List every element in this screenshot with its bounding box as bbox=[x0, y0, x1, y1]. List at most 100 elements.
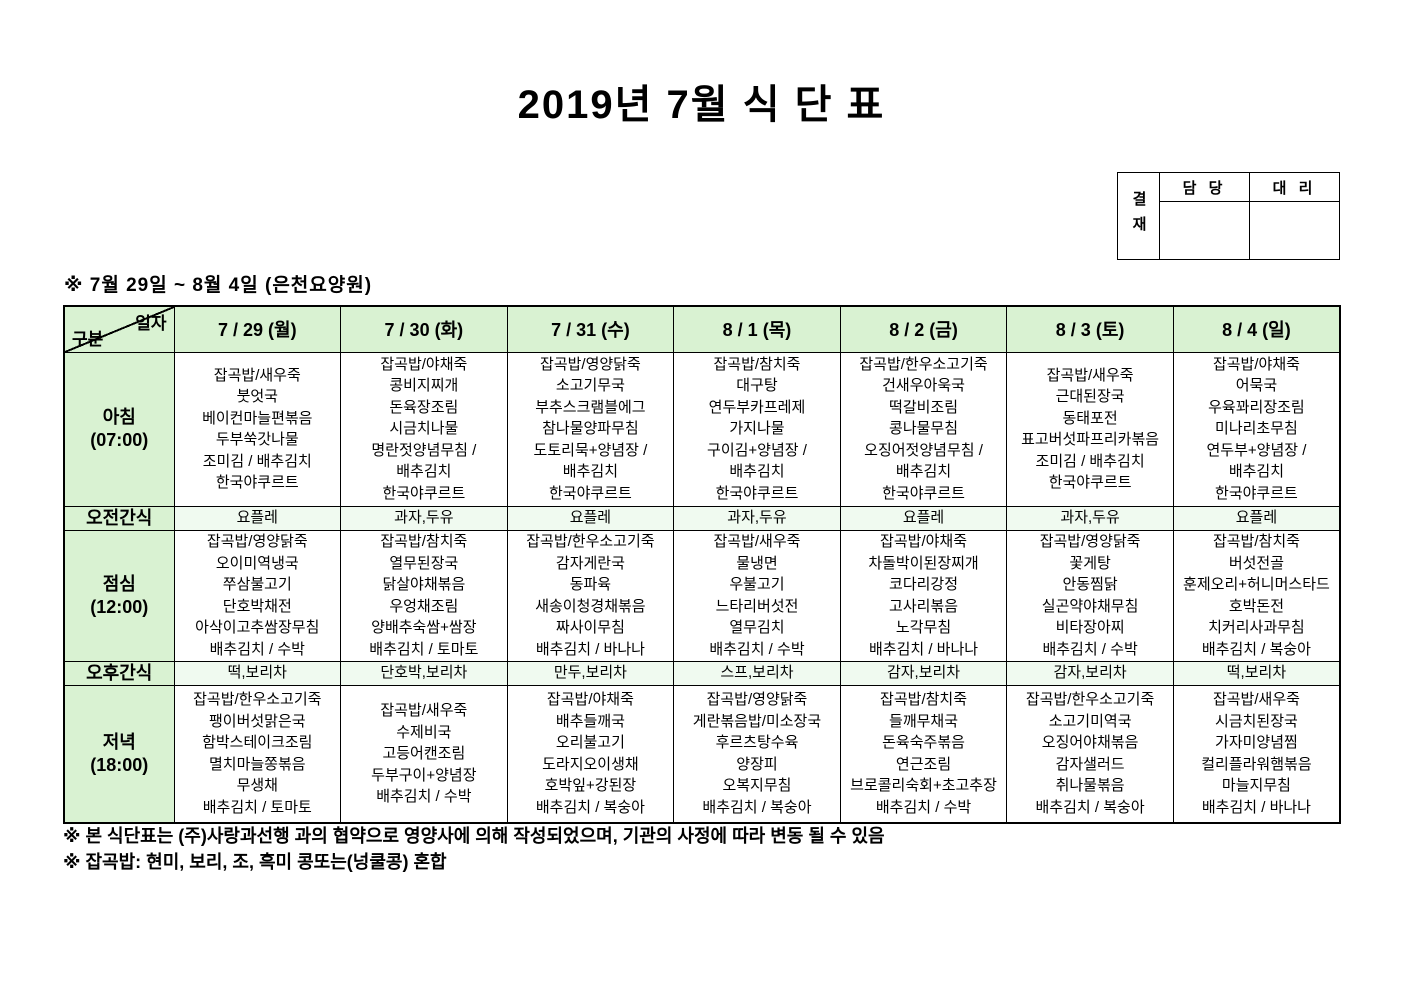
menu-item: 붓엇국 bbox=[236, 388, 278, 405]
snack-row-snack-pm: 오후간식 떡,보리차 단호박,보리차 만두,보리차 스프,보리차 감자,보리차 감자,보리차… bbox=[63, 660, 1341, 686]
menu-item: 잡곡밥/영양닭죽 bbox=[1039, 533, 1141, 550]
menu-item: 컬리플라워햄볶음 bbox=[1201, 755, 1312, 773]
menu-item: 잡곡밥/새우죽 bbox=[1046, 366, 1134, 384]
menu-item: 배추김치 bbox=[562, 463, 618, 481]
approval-column-daeri: 대 리 bbox=[1249, 172, 1340, 202]
row-label-text: 저녁 bbox=[102, 731, 136, 752]
menu-item: 배추김치 / 수박 bbox=[376, 788, 472, 805]
menu-item: 노각무침 bbox=[895, 619, 952, 636]
menu-cell: 잡곡밥/야채죽 차돌박이된장찌개 코다리강정 고사리볶음 노각무침 배추김치 / 바나나 bbox=[839, 529, 1008, 662]
menu-item: 단호박채전 bbox=[222, 597, 292, 615]
menu-item: 배추김치 bbox=[895, 463, 952, 481]
menu-item: 배추김치 / 바나나 bbox=[868, 640, 979, 658]
menu-item: 한국야쿠르트 bbox=[215, 474, 299, 491]
menu-item: 조미김 / 배추김치 bbox=[202, 452, 312, 470]
menu-item: 콩나물무침 bbox=[889, 420, 959, 438]
menu-item: 잡곡밥/영양닭죽 bbox=[706, 691, 808, 709]
menu-item: 수제비국 bbox=[396, 723, 452, 741]
menu-item: 잡곡밥/야채죽 bbox=[1212, 355, 1300, 373]
meal-row-breakfast: 아침 (07:00) 잡곡밥/새우죽 붓엇국 베이컨마늘편볶음 두부쑥갓나물 조미김 / 배… bbox=[63, 351, 1341, 507]
row-label-text: 아침 bbox=[102, 407, 136, 427]
menu-item: 가지나물 bbox=[729, 420, 785, 438]
row-label-lunch: 점심 (12:00) bbox=[63, 529, 175, 662]
menu-item: 시금치된장국 bbox=[1215, 712, 1298, 730]
menu-cell: 잡곡밥/한우소고기죽 건새우아욱국 떡갈비조림 콩나물무침 오징어젓양념무침 / 배추김치… bbox=[839, 351, 1008, 507]
menu-item: 고사리볶음 bbox=[889, 597, 959, 615]
footer-notes: ※ 본 식단표는 (주)사랑과선행 과의 협약으로 영양사에 의해 작성되었으며… bbox=[63, 823, 885, 875]
corner-cell: 일자 구분 bbox=[63, 305, 175, 353]
menu-cell: 잡곡밥/야채죽 배추들깨국 오리불고기 도라지오이생채 호박잎+강된장 배추김치 / 복숭… bbox=[506, 684, 675, 824]
menu-item: 짜사이무침 bbox=[555, 619, 625, 636]
snack-cell: 떡,보리차 bbox=[1172, 660, 1341, 686]
approval-stamp-label: 결재 bbox=[1117, 172, 1160, 260]
menu-cell: 잡곡밥/새우죽 근대된장국 동태포전 표고버섯파프리카볶음 조미김 / 배추김치 한국야쿠… bbox=[1006, 351, 1174, 507]
menu-item: 아삭이고추쌈장무침 bbox=[195, 619, 320, 636]
snack-cell: 떡,보리차 bbox=[173, 660, 342, 686]
menu-item: 새송이청경채볶음 bbox=[535, 597, 646, 615]
menu-cell: 잡곡밥/영양닭죽 오이미역냉국 쭈삼불고기 단호박채전 아삭이고추쌈장무침 배추김치 / … bbox=[173, 529, 342, 662]
menu-item: 배추김치 / 토마토 bbox=[369, 640, 479, 658]
menu-item: 잡곡밥/새우죽 bbox=[713, 533, 801, 550]
menu-item: 팽이버섯맑은국 bbox=[208, 712, 306, 730]
row-label-dinner: 저녁 (18:00) bbox=[63, 684, 175, 824]
menu-item: 어묵국 bbox=[1235, 377, 1278, 395]
menu-item: 안동찜닭 bbox=[1062, 576, 1118, 593]
snack-cell: 과자,두유 bbox=[673, 505, 841, 531]
menu-item: 우불고기 bbox=[729, 576, 785, 593]
snack-cell: 과자,두유 bbox=[1006, 505, 1174, 531]
row-label-text: (07:00) bbox=[90, 430, 149, 450]
menu-item: 배추김치 / 복숭아 bbox=[702, 798, 812, 816]
menu-item: 연근조림 bbox=[895, 755, 952, 773]
menu-item: 열무김치 bbox=[729, 619, 785, 636]
menu-item: 잡곡밥/참치죽 bbox=[1212, 533, 1300, 550]
menu-item: 잡곡밥/한우소고기죽 bbox=[193, 691, 322, 709]
menu-item: 배추들깨국 bbox=[555, 712, 625, 730]
table-header-row: 일자 구분 7 / 29 (월) 7 / 30 (화) 7 / 31 (수) 8… bbox=[63, 305, 1341, 353]
menu-item: 쭈삼불고기 bbox=[222, 576, 292, 593]
approval-table: 결재 담 당 대 리 bbox=[1117, 172, 1340, 260]
menu-item: 배추김치 / 바나나 bbox=[1201, 798, 1311, 816]
snack-cell: 요플레 bbox=[839, 505, 1008, 531]
menu-item: 배추김치 / 토마토 bbox=[202, 798, 312, 816]
menu-item: 배추김치 / 복숭아 bbox=[535, 798, 645, 816]
menu-item: 꽃게탕 bbox=[1069, 554, 1111, 572]
menu-item: 건새우아욱국 bbox=[882, 377, 965, 395]
menu-cell: 잡곡밥/참치죽 대구탕 연두부카프레제 가지나물 구이김+양념장 / 배추김치 한국야쿠르트 bbox=[673, 351, 841, 507]
menu-item: 잡곡밥/영양닭죽 bbox=[540, 355, 641, 373]
menu-item: 소고기미역국 bbox=[1048, 712, 1132, 730]
menu-item: 오리불고기 bbox=[555, 734, 625, 752]
menu-item: 호박돈전 bbox=[1228, 597, 1285, 615]
menu-item: 후르츠탕수육 bbox=[715, 734, 799, 752]
menu-table-body: 아침 (07:00) 잡곡밥/새우죽 붓엇국 베이컨마늘편볶음 두부쑥갓나물 조미김 / 배… bbox=[63, 351, 1341, 824]
menu-item: 잡곡밥/한우소고기죽 bbox=[526, 533, 655, 550]
menu-item: 배추김치 / 수박 bbox=[209, 640, 305, 658]
meal-plan-table: 일자 구분 7 / 29 (월) 7 / 30 (화) 7 / 31 (수) 8… bbox=[63, 305, 1341, 824]
row-label-snack-pm: 오후간식 bbox=[63, 660, 175, 686]
menu-item: 동파육 bbox=[569, 576, 612, 593]
menu-item: 한국야쿠르트 bbox=[715, 484, 799, 502]
snack-cell: 단호박,보리차 bbox=[340, 660, 508, 686]
meal-row-lunch: 점심 (12:00) 잡곡밥/영양닭죽 오이미역냉국 쭈삼불고기 단호박채전 아삭이고추쌈장… bbox=[63, 529, 1341, 662]
menu-cell: 잡곡밥/야채죽 어묵국 우육꽈리장조림 미나리초무침 연두부+양념장 / 배추김치 한국야쿠… bbox=[1172, 351, 1341, 507]
menu-item: 배추김치 / 바나나 bbox=[535, 640, 645, 658]
menu-item: 열무된장국 bbox=[389, 554, 459, 572]
menu-cell: 잡곡밥/참치죽 버섯전골 훈제오리+허니머스타드 호박돈전 치커리사과무침 배추김치 / … bbox=[1172, 529, 1341, 662]
menu-item: 잡곡밥/참치죽 bbox=[380, 533, 468, 550]
menu-item: 참나물양파무침 bbox=[542, 420, 639, 438]
menu-item: 명란젓양념무침 / bbox=[371, 441, 477, 459]
menu-item: 구이김+양념장 / bbox=[707, 441, 807, 459]
snack-cell: 감자,보리차 bbox=[1006, 660, 1174, 686]
menu-item: 고등어캔조림 bbox=[382, 745, 466, 762]
day-header-sun: 8 / 4 (일) bbox=[1172, 305, 1341, 353]
day-header-sat: 8 / 3 (토) bbox=[1006, 305, 1174, 353]
menu-item: 동태포전 bbox=[1062, 409, 1118, 427]
day-header-wed: 7 / 31 (수) bbox=[506, 305, 675, 353]
snack-cell: 스프,보리차 bbox=[673, 660, 841, 686]
menu-item: 들깨무채국 bbox=[889, 712, 959, 730]
day-header-mon: 7 / 29 (월) bbox=[173, 305, 342, 353]
menu-item: 도라지오이생채 bbox=[542, 755, 639, 773]
approval-box: 결재 담 당 대 리 bbox=[1117, 172, 1340, 260]
menu-item: 취나물볶음 bbox=[1055, 777, 1125, 795]
menu-item: 감자게란국 bbox=[555, 554, 625, 572]
meal-row-dinner: 저녁 (18:00) 잡곡밥/한우소고기죽 팽이버섯맑은국 함박스테이크조림 멸치마늘쫑볶… bbox=[63, 684, 1341, 824]
